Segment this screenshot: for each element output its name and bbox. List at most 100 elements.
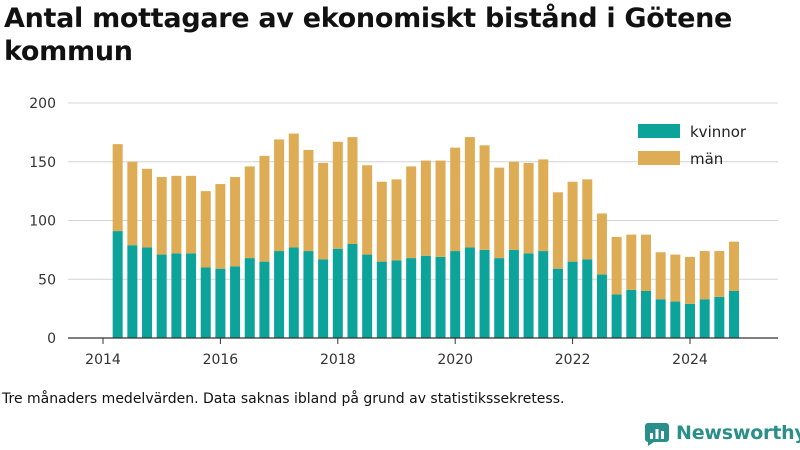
bar-kvinnor bbox=[508, 249, 519, 339]
bar-man bbox=[332, 141, 343, 249]
x-tick-label: 2016 bbox=[203, 352, 239, 368]
bar-man bbox=[699, 251, 710, 300]
bar-man bbox=[670, 254, 681, 302]
bar-kvinnor bbox=[582, 259, 593, 338]
bar-man bbox=[347, 137, 358, 244]
bar-man bbox=[464, 137, 475, 248]
bar-kvinnor bbox=[259, 261, 270, 339]
chart-caption: Tre månaders medelvärden. Data saknas ib… bbox=[2, 391, 565, 407]
bar-man bbox=[142, 168, 153, 248]
bar-man bbox=[288, 133, 299, 248]
bar-kvinnor bbox=[376, 261, 387, 339]
bar-kvinnor bbox=[729, 291, 740, 338]
brand-name: Newsworthy bbox=[676, 422, 800, 444]
bar-kvinnor bbox=[538, 251, 549, 338]
bar-man bbox=[303, 150, 314, 252]
bar-kvinnor bbox=[479, 249, 490, 339]
bar-kvinnor bbox=[391, 260, 402, 338]
y-axis-ticks: 0 50 100 150 200 bbox=[29, 96, 56, 347]
bar-man bbox=[230, 177, 241, 267]
bar-kvinnor bbox=[362, 254, 373, 338]
x-tick-label: 2024 bbox=[672, 352, 708, 368]
bar-man bbox=[200, 191, 211, 268]
x-tick-label: 2020 bbox=[437, 352, 473, 368]
bar-kvinnor bbox=[318, 259, 329, 338]
bar-man bbox=[215, 184, 226, 269]
bar-man bbox=[523, 162, 534, 254]
bar-man bbox=[127, 161, 138, 246]
bar-man bbox=[479, 145, 490, 250]
bar-kvinnor bbox=[127, 245, 138, 338]
bar-kvinnor bbox=[171, 253, 182, 338]
bar-kvinnor bbox=[244, 258, 255, 338]
bar-kvinnor bbox=[347, 244, 358, 338]
y-tick-label: 50 bbox=[38, 272, 56, 288]
bar-kvinnor bbox=[670, 301, 681, 338]
bar-man bbox=[729, 241, 740, 291]
bar-man bbox=[538, 159, 549, 252]
bar-kvinnor bbox=[714, 296, 725, 339]
bar-kvinnor bbox=[552, 268, 563, 338]
bar-kvinnor bbox=[200, 267, 211, 338]
bar-man bbox=[420, 160, 431, 256]
bar-kvinnor bbox=[655, 299, 666, 338]
bar-man bbox=[626, 234, 637, 290]
bar-man bbox=[450, 147, 461, 252]
bar-kvinnor bbox=[274, 251, 285, 338]
bar-man bbox=[186, 175, 197, 254]
bar-man bbox=[274, 139, 285, 252]
x-axis-ticks: 2014 2016 2018 2020 2022 2024 bbox=[85, 338, 708, 368]
legend: kvinnor män bbox=[638, 123, 747, 168]
bar-kvinnor bbox=[215, 268, 226, 338]
y-tick-label: 200 bbox=[29, 96, 56, 112]
bar-kvinnor bbox=[406, 258, 417, 338]
x-tick-label: 2018 bbox=[320, 352, 356, 368]
bar-kvinnor bbox=[611, 294, 622, 338]
legend-swatch-man bbox=[638, 151, 680, 165]
y-tick-label: 100 bbox=[29, 214, 56, 230]
legend-label-man: män bbox=[690, 150, 723, 168]
bar-kvinnor bbox=[494, 258, 505, 338]
bar-man bbox=[156, 177, 167, 255]
bar-man bbox=[640, 234, 651, 291]
bar-man bbox=[435, 160, 446, 257]
bar-kvinnor bbox=[420, 255, 431, 338]
bar-kvinnor bbox=[186, 253, 197, 338]
bar-man bbox=[685, 256, 695, 304]
bar-man bbox=[714, 251, 725, 297]
bar-man bbox=[508, 161, 519, 250]
bars bbox=[112, 133, 740, 339]
bar-man bbox=[611, 236, 622, 295]
y-tick-label: 0 bbox=[47, 331, 56, 347]
bar-kvinnor bbox=[112, 231, 123, 338]
bar-kvinnor bbox=[435, 256, 446, 338]
bar-kvinnor bbox=[626, 289, 637, 338]
bar-kvinnor bbox=[685, 303, 695, 338]
legend-label-kvinnor: kvinnor bbox=[690, 123, 747, 141]
bar-kvinnor bbox=[699, 299, 710, 338]
x-tick-label: 2022 bbox=[555, 352, 591, 368]
legend-swatch-kvinnor bbox=[638, 124, 680, 138]
bar-man bbox=[259, 155, 270, 262]
bar-kvinnor bbox=[464, 247, 475, 338]
bar-man bbox=[552, 192, 563, 269]
bar-man bbox=[318, 162, 329, 260]
bar-kvinnor bbox=[142, 247, 153, 338]
x-tick-label: 2014 bbox=[85, 352, 121, 368]
chart-area: 0 50 100 150 200 2014 2016 2018 2020 2022 2024 kv… bbox=[29, 96, 778, 368]
bar-kvinnor bbox=[523, 253, 534, 338]
bar-man bbox=[112, 144, 123, 232]
bar-man bbox=[244, 166, 255, 259]
bar-kvinnor bbox=[332, 248, 343, 338]
bar-man bbox=[391, 179, 402, 261]
bar-kvinnor bbox=[156, 254, 167, 338]
bar-kvinnor bbox=[288, 247, 299, 338]
y-tick-label: 150 bbox=[29, 155, 56, 171]
bar-kvinnor bbox=[303, 251, 314, 338]
bar-man bbox=[655, 252, 666, 300]
bar-man bbox=[376, 181, 387, 262]
brand[interactable]: Newsworthy bbox=[644, 419, 800, 447]
bar-man bbox=[362, 165, 373, 255]
bar-man bbox=[171, 175, 182, 254]
bar-man bbox=[406, 166, 417, 259]
